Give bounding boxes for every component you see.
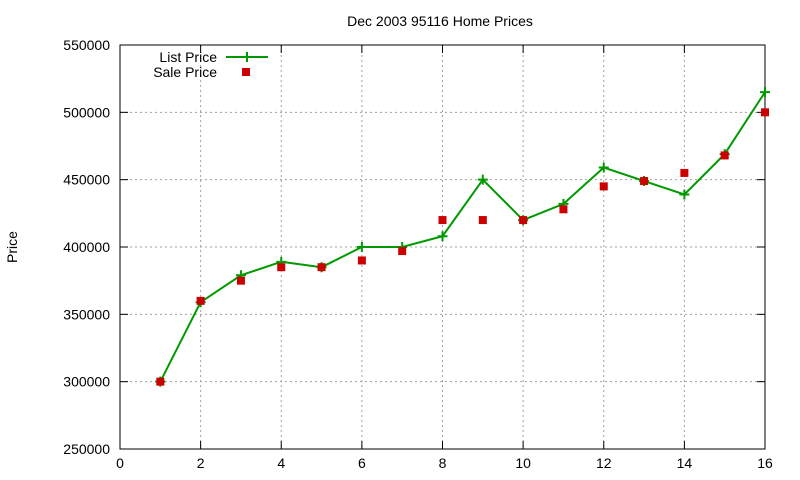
grid <box>120 45 765 449</box>
x-tick-label: 12 <box>596 455 612 471</box>
sale-price-point <box>357 256 366 265</box>
y-tick-label: 250000 <box>63 441 110 457</box>
sale-price-point <box>680 168 689 177</box>
y-tick-label: 300000 <box>63 374 110 390</box>
sale-price-point <box>761 108 769 117</box>
legend-plus-marker <box>242 52 252 62</box>
y-axis-label: Price <box>4 231 20 263</box>
legend-label: List Price <box>159 49 217 65</box>
list-price-point <box>356 242 367 252</box>
sale-price-point <box>640 177 649 186</box>
list-price-point <box>760 87 770 98</box>
y-tick-label: 350000 <box>63 306 110 322</box>
list-price-point <box>679 189 690 200</box>
list-price-point <box>598 162 609 173</box>
list-price-point <box>477 174 488 185</box>
legend-square-marker <box>242 68 250 76</box>
sale-price-point <box>559 205 568 214</box>
sale-price-point <box>438 216 447 225</box>
x-tick-label: 6 <box>358 455 366 471</box>
x-tick-label: 14 <box>677 455 693 471</box>
x-tick-label: 8 <box>439 455 447 471</box>
x-tick-label: 4 <box>277 455 285 471</box>
axis-ticks: 0 2 4 6 8 10 12 14 16 250000 300000 350000 400000 450… <box>63 37 773 471</box>
sale-price-point <box>196 296 205 305</box>
y-tick-label: 450000 <box>63 172 110 188</box>
sale-price-point <box>317 263 326 272</box>
sale-price-point <box>236 276 245 285</box>
x-tick-label: 10 <box>515 455 531 471</box>
sale-price-point <box>599 182 608 191</box>
y-tick-label: 550000 <box>63 37 110 53</box>
list-price-line <box>159 91 766 383</box>
sale-price-point <box>519 216 528 225</box>
sale-price-point <box>398 247 407 256</box>
sale-price-point <box>720 151 729 160</box>
x-tick-label: 2 <box>197 455 205 471</box>
x-tick-label: 16 <box>757 455 773 471</box>
list-price-point <box>437 231 448 242</box>
y-tick-label: 500000 <box>63 104 110 120</box>
series <box>155 87 770 387</box>
sale-price-point <box>156 377 165 386</box>
chart-title: Dec 2003 95116 Home Prices <box>347 13 533 29</box>
sale-price-point <box>277 263 286 272</box>
sale-price-point <box>478 216 487 225</box>
x-tick-label: 0 <box>116 455 124 471</box>
y-tick-label: 400000 <box>63 239 110 255</box>
legend-label: Sale Price <box>153 64 217 80</box>
